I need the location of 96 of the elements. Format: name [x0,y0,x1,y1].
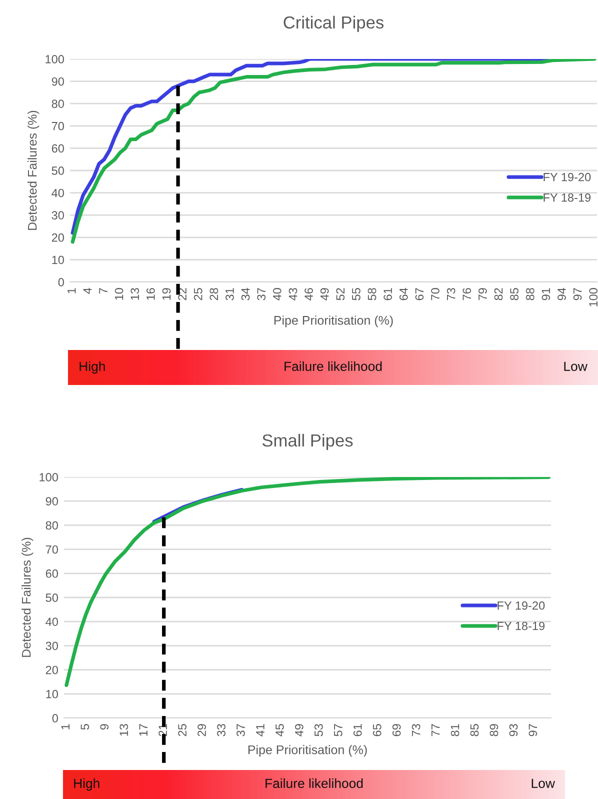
x-tick-label: 16 [146,288,155,300]
x-tick-label: 93 [509,724,518,736]
x-tick-label: 100 [589,288,598,306]
x-tick-label: 31 [226,288,234,300]
x-tick-label: 7 [99,288,108,294]
y-axis-title: Detected Failures (%) [28,110,40,230]
text: Failure likelihood [266,778,363,788]
x-tick-label: 64 [399,288,408,300]
x-tick-label: 9 [100,724,109,730]
x-tick-label: 61 [353,724,362,736]
y-tick-label: 40 [52,188,64,198]
y-tick-label: 0 [52,714,58,722]
x-tick-label: 37 [236,724,245,736]
x-axis-title: Pipe Prioritisation (%) [274,316,393,328]
x-tick-label: 61 [384,288,392,300]
y-tick-label: 70 [52,122,64,130]
y-tick-label: 100 [46,55,64,64]
x-tick-label: 10 [114,288,124,300]
x-tick-label: 81 [450,724,460,736]
y-axis-title: Detected Failures (%) [22,538,34,657]
x-tick-label: 82 [494,288,503,300]
x-tick-label: 73 [412,724,420,736]
y-tick-label: 20 [46,666,58,674]
legend-label: FY 18-19 [544,193,591,202]
text: Failure likelihood [284,361,382,372]
x-tick-label: 1 [68,288,76,294]
x-tick-label: 4 [83,288,92,294]
x-tick-label: 89 [490,724,498,736]
x-tick-label: 58 [368,288,376,300]
x-tick-label: 13 [130,288,140,300]
y-tick-label: 20 [52,233,64,242]
x-tick-label: 40 [272,288,282,300]
y-tick-label: 10 [52,256,64,264]
x-tick-label: 85 [510,288,518,300]
y-tick-label: 30 [46,642,58,650]
y-tick-label: 90 [52,77,64,86]
x-tick-label: 25 [178,724,186,736]
x-tick-label: 73 [446,288,456,300]
y-tick-label: 50 [52,166,64,175]
x-tick-label: 85 [470,724,479,736]
chart-title: Small Pipes [262,434,353,450]
x-tick-label: 33 [217,724,226,736]
x-tick-label: 45 [276,724,284,736]
y-tick-label: 0 [58,278,64,286]
x-tick-label: 67 [415,288,424,300]
y-tick-label: 100 [40,473,58,482]
y-tick-label: 60 [46,569,58,578]
x-tick-label: 46 [304,288,313,300]
y-tick-label: 80 [46,521,58,530]
text: Low [532,778,555,788]
x-tick-label: 55 [352,288,360,300]
legend-label: FY 19-20 [544,172,591,182]
x-tick-label: 28 [210,288,218,300]
x-tick-label: 52 [336,288,345,300]
x-tick-label: 5 [80,724,90,730]
x-tick-label: 41 [256,724,264,736]
x-tick-label: 77 [431,724,440,736]
y-tick-label: 60 [52,144,64,153]
x-tick-label: 57 [334,724,342,736]
x-tick-label: 76 [462,288,472,300]
x-tick-label: 53 [314,724,323,736]
legend-label: FY 19-20 [498,601,545,610]
x-tick-label: 65 [372,724,382,736]
y-tick-label: 80 [52,100,64,108]
x-tick-label: 97 [573,288,582,300]
x-tick-label: 69 [392,724,401,736]
x-tick-label: 97 [528,724,538,736]
x-tick-label: 79 [478,288,487,300]
x-tick-label: 88 [526,288,534,300]
x-tick-label: 49 [295,724,304,736]
x-tick-label: 37 [257,288,266,300]
chart-title: Critical Pipes [284,16,384,32]
x-tick-label: 94 [558,288,566,300]
y-tick-label: 30 [52,211,64,220]
x-tick-label: 29 [198,724,206,736]
x-tick-label: 49 [320,288,329,300]
x-tick-label: 91 [542,288,550,300]
x-tick-label: 25 [194,288,202,300]
x-tick-label: 19 [162,288,171,300]
line-series [64,477,550,688]
text: High [74,778,100,791]
text: High [80,361,105,374]
x-axis-title: Pipe Prioritisation (%) [248,745,367,757]
y-tick-label: 40 [46,618,58,626]
x-tick-label: 70 [431,288,440,300]
y-tick-label: 10 [46,690,58,698]
y-tick-label: 70 [46,545,58,554]
x-tick-label: 34 [241,288,250,300]
y-tick-label: 50 [46,594,58,602]
legend-label: FY 18-19 [498,622,545,630]
text: Low [564,362,588,372]
x-tick-label: 1 [61,724,70,730]
x-tick-label: 43 [288,288,298,300]
x-tick-label: 17 [139,724,148,736]
y-tick-label: 90 [46,497,58,506]
x-tick-label: 13 [120,724,128,736]
